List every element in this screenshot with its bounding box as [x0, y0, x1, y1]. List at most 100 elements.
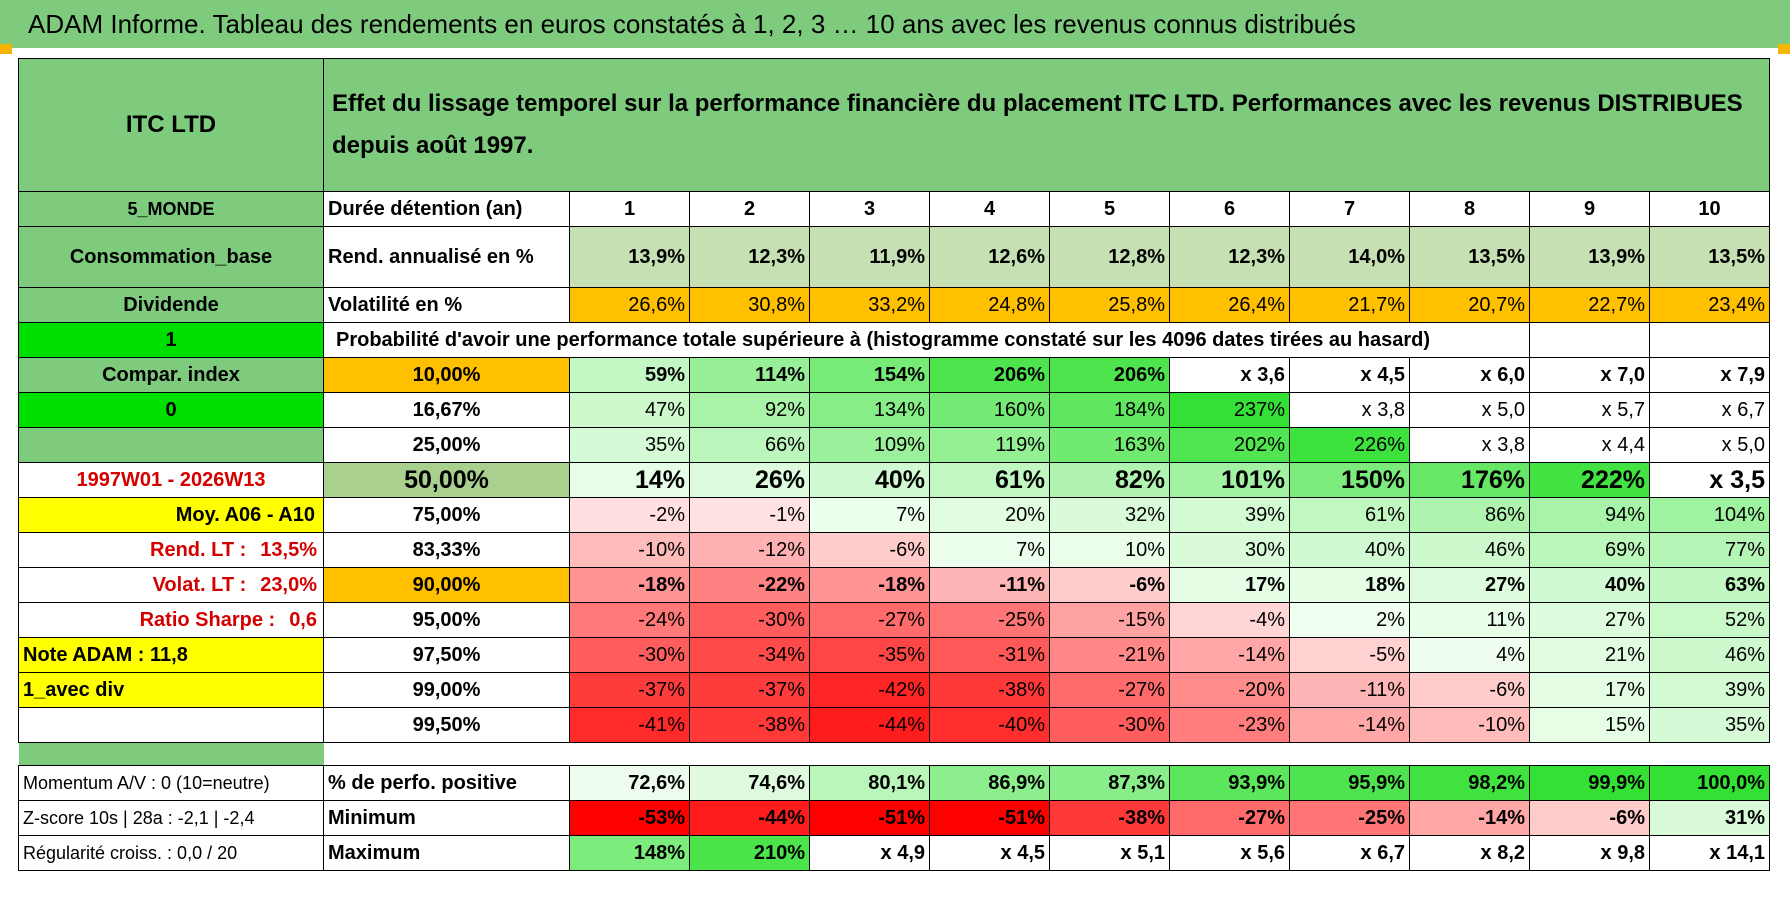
vol-cell: 25,8%	[1049, 287, 1170, 323]
sector-cell: Consommation_base	[18, 226, 324, 288]
min-cell: -14%	[1409, 800, 1530, 836]
probability-cell: 114%	[689, 357, 810, 393]
probability-cell: 40%	[1289, 532, 1410, 568]
threshold-cell: 97,50%	[323, 637, 570, 673]
flag-cell: 0	[18, 392, 324, 428]
side-blank-cell	[18, 427, 324, 463]
probability-cell: 52%	[1649, 602, 1770, 638]
probability-cell: 2%	[1289, 602, 1410, 638]
probability-cell: -30%	[569, 637, 690, 673]
vol-label: Volatilité en %	[323, 287, 570, 323]
probability-cell: 17%	[1169, 567, 1290, 603]
probability-cell: -25%	[929, 602, 1050, 638]
pos-cell: 80,1%	[809, 765, 930, 801]
probability-cell: -24%	[569, 602, 690, 638]
threshold-cell: 99,50%	[323, 707, 570, 743]
blank-cell	[1649, 322, 1770, 358]
probability-cell: 176%	[1409, 462, 1530, 498]
pos-cell: 86,9%	[929, 765, 1050, 801]
probability-cell: 46%	[1409, 532, 1530, 568]
probability-cell: 184%	[1049, 392, 1170, 428]
probability-cell: 150%	[1289, 462, 1410, 498]
min-cell: -6%	[1529, 800, 1650, 836]
probability-cell: x 3,8	[1409, 427, 1530, 463]
probability-cell: -11%	[1289, 672, 1410, 708]
probability-cell: 10%	[1049, 532, 1170, 568]
avg-cell: Moy. A06 - A10	[18, 497, 324, 533]
performance-table: ITC LTD Effet du lissage temporel sur la…	[18, 58, 1770, 871]
min-cell: -51%	[809, 800, 930, 836]
probability-cell: 66%	[689, 427, 810, 463]
probability-cell: -40%	[929, 707, 1050, 743]
min-cell: -25%	[1289, 800, 1410, 836]
vol-cell: 26,6%	[569, 287, 690, 323]
year-cell: 10	[1649, 191, 1770, 227]
year-cell: 2	[689, 191, 810, 227]
momentum-cell: Momentum A/V : 0 (10=neutre)	[18, 765, 324, 801]
pos-cell: 98,2%	[1409, 765, 1530, 801]
compar-index-cell: Compar. index	[18, 357, 324, 393]
probability-cell: 15%	[1529, 707, 1650, 743]
probability-cell: -5%	[1289, 637, 1410, 673]
max-cell: x 9,8	[1529, 835, 1650, 871]
probability-cell: -38%	[929, 672, 1050, 708]
year-cell: 8	[1409, 191, 1530, 227]
min-label: Minimum	[323, 800, 570, 836]
vol-cell: 33,2%	[809, 287, 930, 323]
probability-cell: -18%	[569, 567, 690, 603]
probability-cell: 160%	[929, 392, 1050, 428]
max-cell: x 4,9	[809, 835, 930, 871]
max-cell: x 14,1	[1649, 835, 1770, 871]
metric-label: Ratio Sharpe :	[139, 608, 276, 631]
threshold-cell: 16,67%	[323, 392, 570, 428]
probability-cell: 69%	[1529, 532, 1650, 568]
probability-cell: x 5,0	[1409, 392, 1530, 428]
probability-cell: 35%	[569, 427, 690, 463]
probability-cell: x 6,7	[1649, 392, 1770, 428]
probability-cell: 222%	[1529, 462, 1650, 498]
probability-cell: -15%	[1049, 602, 1170, 638]
spacer-cell	[18, 742, 324, 766]
probability-cell: 154%	[809, 357, 930, 393]
probability-cell: 101%	[1169, 462, 1290, 498]
threshold-cell: 99,00%	[323, 672, 570, 708]
min-cell: -51%	[929, 800, 1050, 836]
probability-cell: 94%	[1529, 497, 1650, 533]
probability-cell: x 7,0	[1529, 357, 1650, 393]
min-cell: -27%	[1169, 800, 1290, 836]
probability-cell: 39%	[1169, 497, 1290, 533]
pos-cell: 87,3%	[1049, 765, 1170, 801]
probability-cell: 206%	[1049, 357, 1170, 393]
probability-cell: 46%	[1649, 637, 1770, 673]
spacer-cell	[324, 743, 1770, 766]
probability-cell: -30%	[689, 602, 810, 638]
rend-cell: 12,3%	[1169, 226, 1290, 288]
probability-cell: 11%	[1409, 602, 1530, 638]
max-cell: x 4,5	[929, 835, 1050, 871]
pos-cell: 72,6%	[569, 765, 690, 801]
probability-cell: -6%	[1049, 567, 1170, 603]
probability-cell: -12%	[689, 532, 810, 568]
probability-cell: 4%	[1409, 637, 1530, 673]
side-blank-cell	[18, 707, 324, 743]
year-cell: 3	[809, 191, 930, 227]
rend-lt-cell: Rend. LT : 13,5%	[18, 532, 324, 568]
probability-cell: 21%	[1529, 637, 1650, 673]
probability-cell: -4%	[1169, 602, 1290, 638]
probability-cell: -37%	[689, 672, 810, 708]
probability-cell: 27%	[1529, 602, 1650, 638]
probability-rows: Compar. index 10,00% 59% 114% 154% 206% 206% x …	[18, 357, 1770, 743]
regularity-cell: Régularité croiss. : 0,0 / 20	[18, 835, 324, 871]
threshold-cell: 50,00%	[323, 462, 570, 498]
probability-cell: -23%	[1169, 707, 1290, 743]
probability-cell: 237%	[1169, 392, 1290, 428]
threshold-cell: 25,00%	[323, 427, 570, 463]
flag-cell: 1	[18, 322, 324, 358]
probability-cell: 35%	[1649, 707, 1770, 743]
probability-cell: 39%	[1649, 672, 1770, 708]
metric-value: 13,5%	[260, 538, 317, 561]
probability-cell: -34%	[689, 637, 810, 673]
year-cell: 9	[1529, 191, 1650, 227]
probability-cell: 77%	[1649, 532, 1770, 568]
probability-cell: x 4,4	[1529, 427, 1650, 463]
